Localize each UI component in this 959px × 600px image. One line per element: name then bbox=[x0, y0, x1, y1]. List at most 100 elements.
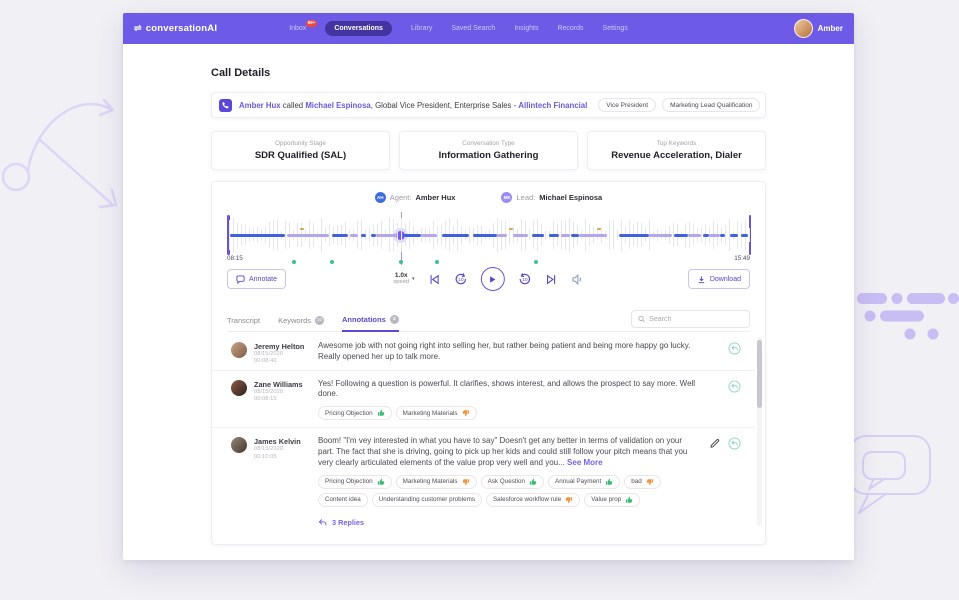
download-button[interactable]: Download bbox=[687, 269, 750, 289]
see-more-link[interactable]: See More bbox=[567, 457, 603, 467]
agent-speech-segment bbox=[719, 233, 725, 237]
nav-item-saved-search[interactable]: Saved Search bbox=[451, 25, 496, 32]
nav-item-conversations[interactable]: Conversations bbox=[325, 21, 392, 36]
speed-control[interactable]: 1.0x speed ▾ bbox=[393, 272, 414, 286]
thumb-down-icon bbox=[462, 478, 470, 486]
nav-item-records[interactable]: Records bbox=[557, 25, 584, 32]
annotation-marker[interactable] bbox=[292, 260, 297, 264]
reply-circle-icon bbox=[728, 437, 741, 450]
thumb-up-icon bbox=[625, 496, 633, 504]
edit-button[interactable] bbox=[709, 438, 720, 449]
tag-label: Ask Question bbox=[487, 478, 526, 486]
annotation-actions bbox=[728, 380, 741, 393]
agent-avatar: AH bbox=[374, 192, 386, 203]
annotation-meta: Jeremy Helton 08/15/2020 00:08:40 bbox=[254, 342, 316, 366]
waveform[interactable] bbox=[227, 212, 751, 265]
annotation-tag-marketing-materials[interactable]: Marketing Materials bbox=[395, 474, 477, 489]
agent-speech-segment bbox=[730, 233, 738, 237]
thumb-down-icon bbox=[646, 478, 654, 486]
volume-icon[interactable] bbox=[571, 273, 584, 286]
annotation-tag-ask-question[interactable]: Ask Question bbox=[480, 474, 545, 489]
lead-speech-segment bbox=[497, 233, 508, 237]
annotation-marker[interactable] bbox=[398, 260, 403, 264]
summary-badge-marketing-lead-qualification: Marketing Lead Qualification bbox=[662, 98, 761, 112]
tag-label: Pricing Objection bbox=[325, 409, 373, 417]
logo-icon: ⇌ bbox=[134, 23, 142, 33]
annotation-tags: Pricing Objection Marketing Materials bbox=[318, 406, 708, 421]
annotations-scrollbar[interactable] bbox=[757, 337, 762, 526]
lead-link[interactable]: Michael Espinosa bbox=[305, 100, 371, 110]
annotation-date: 08/15/2020 bbox=[254, 351, 284, 358]
annotation-timestamp[interactable]: 00:10:05 bbox=[254, 453, 277, 460]
waveform-bar bbox=[609, 220, 610, 250]
nav-item-insights[interactable]: Insights bbox=[514, 25, 539, 32]
thumb-up-icon bbox=[377, 478, 385, 486]
tabs-row: Transcript Keywords 10 Annotations 3 bbox=[227, 310, 750, 332]
annotate-button[interactable]: Annotate bbox=[227, 269, 287, 289]
forward-10-button[interactable]: 10 bbox=[518, 272, 532, 286]
tab-annotations[interactable]: Annotations 3 bbox=[342, 315, 399, 332]
tag-label: Salesforce workflow rule bbox=[492, 496, 562, 504]
agent-label: Agent: bbox=[389, 193, 412, 202]
agent-speech-segment bbox=[740, 233, 749, 237]
annotation-text: Boom! "I'm vey interested in what you ha… bbox=[318, 436, 688, 467]
tab-count-badge: 10 bbox=[315, 316, 324, 325]
annotation-tag-salesforce-workflow-rule[interactable]: Salesforce workflow rule bbox=[485, 492, 581, 507]
annotation-timestamp[interactable]: 00:08:40 bbox=[254, 358, 277, 365]
speed-text: 1.0x speed bbox=[393, 272, 409, 286]
nav-item-inbox[interactable]: Inbox 99+ bbox=[289, 20, 318, 32]
annotation-tag-value-prop[interactable]: Value prop bbox=[584, 492, 641, 507]
lead-speech-segment bbox=[709, 233, 720, 237]
tag-label: Value prop bbox=[591, 496, 622, 504]
nav-item-settings[interactable]: Settings bbox=[602, 25, 628, 32]
reply-button[interactable] bbox=[728, 380, 741, 393]
agent-speech-segment bbox=[331, 233, 348, 237]
annotation-tag-marketing-materials[interactable]: Marketing Materials bbox=[395, 406, 477, 421]
company-link[interactable]: Allintech Financial bbox=[518, 100, 588, 110]
annotation-tag-understanding-customer-problems[interactable]: Understanding customer problems bbox=[371, 492, 482, 507]
annotation-tag-content-idea[interactable]: Content idea bbox=[318, 492, 368, 507]
nav-item-library[interactable]: Library bbox=[410, 25, 433, 32]
pencil-icon bbox=[710, 439, 720, 448]
info-card-value: Information Gathering bbox=[438, 150, 539, 161]
reply-button[interactable] bbox=[728, 437, 741, 450]
annotation-tag-pricing-objection[interactable]: Pricing Objection bbox=[318, 474, 392, 489]
annotation-tag-annual-payment[interactable]: Annual Payment bbox=[548, 474, 621, 489]
waveform-start-cap bbox=[227, 215, 230, 255]
reply-button[interactable] bbox=[728, 342, 741, 355]
search-input[interactable] bbox=[649, 315, 743, 323]
annotation-marker[interactable] bbox=[434, 260, 439, 264]
lead-speech-segment bbox=[512, 233, 529, 237]
playhead-knob[interactable] bbox=[396, 231, 406, 240]
info-card-value: Revenue Acceleration, Dialer bbox=[611, 150, 742, 161]
app-logo[interactable]: ⇌ conversationAI bbox=[134, 23, 217, 34]
lead-speech-segment bbox=[560, 233, 571, 237]
annotation-timestamp[interactable]: 00:08:15 bbox=[254, 395, 277, 402]
caller-link[interactable]: Amber Hux bbox=[239, 100, 281, 110]
phone-icon bbox=[219, 98, 232, 112]
skip-back-button[interactable] bbox=[428, 273, 441, 286]
thumb-up-icon bbox=[529, 478, 537, 486]
annotation-tag-pricing-objection[interactable]: Pricing Objection bbox=[318, 406, 392, 421]
replies-link[interactable]: 3 Replies bbox=[212, 514, 755, 527]
annotation-text: Awesome job with not going right into se… bbox=[318, 341, 691, 361]
annotation-tag-bad[interactable]: bad bbox=[624, 474, 661, 489]
rewind-10-button[interactable]: 10 bbox=[454, 272, 468, 286]
skip-forward-button[interactable] bbox=[545, 273, 558, 286]
annotation-marker[interactable] bbox=[534, 260, 539, 264]
tab-transcript[interactable]: Transcript bbox=[227, 316, 260, 331]
user-menu[interactable]: Amber bbox=[793, 19, 843, 38]
keyword-tick bbox=[300, 228, 305, 230]
scrollbar-thumb[interactable] bbox=[757, 340, 762, 408]
lead-speech-segment bbox=[350, 233, 358, 237]
annotation-marker[interactable] bbox=[329, 260, 334, 264]
agent-speech-segment bbox=[531, 233, 544, 237]
agent-speech-segment bbox=[473, 233, 497, 237]
summary-action: called bbox=[282, 100, 304, 110]
play-button[interactable] bbox=[480, 267, 505, 291]
app-window: ⇌ conversationAI Inbox 99+ Conversations Li… bbox=[123, 13, 854, 560]
tab-keywords[interactable]: Keywords 10 bbox=[278, 316, 324, 331]
waveform-bar bbox=[349, 230, 350, 240]
agent-name: Amber Hux bbox=[415, 193, 456, 202]
waveform-bar bbox=[617, 230, 618, 240]
